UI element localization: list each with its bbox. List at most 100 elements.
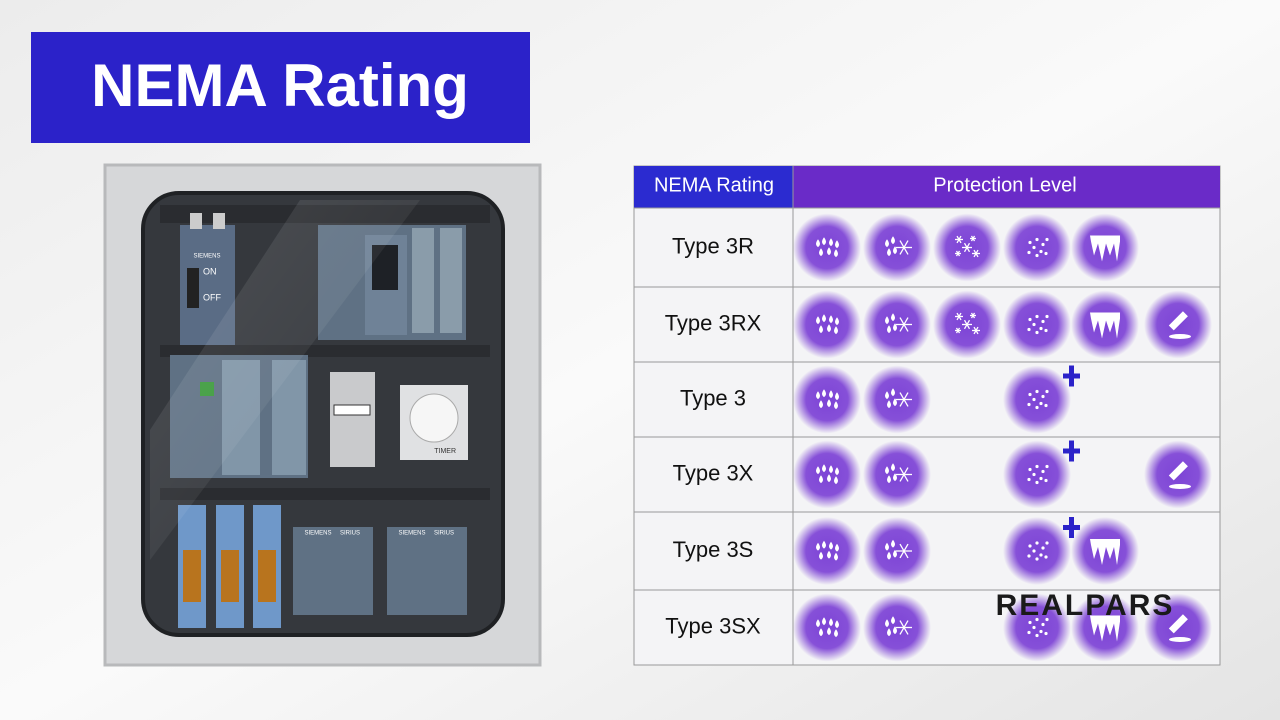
drop (827, 627, 831, 636)
dot (1045, 464, 1049, 469)
dot (1045, 389, 1049, 394)
protection-icon (1003, 517, 1080, 585)
drop (893, 398, 897, 407)
drop (829, 390, 833, 399)
spill (1169, 334, 1191, 339)
dot (1028, 392, 1032, 397)
drop (827, 474, 831, 483)
flake (963, 319, 971, 330)
protection-icon (1144, 290, 1212, 359)
tube (1168, 461, 1188, 481)
protection-icon (1071, 290, 1139, 359)
drop (819, 628, 823, 637)
drop (829, 238, 833, 247)
drop (885, 619, 889, 628)
icon-bg (1003, 440, 1071, 509)
drop (835, 392, 839, 401)
flake (956, 312, 962, 321)
dot (1039, 553, 1043, 557)
drop (893, 323, 897, 332)
drop (819, 248, 823, 257)
protection-icon (793, 290, 861, 359)
flake (970, 235, 976, 242)
dot (1027, 250, 1031, 255)
device-label: OFF (203, 292, 221, 302)
row-label: Type 3S (673, 537, 754, 562)
dot (1028, 620, 1032, 625)
dot (1041, 394, 1045, 399)
protection-icon (933, 290, 1001, 359)
drop (822, 540, 826, 549)
header-text: Protection Level (933, 174, 1076, 196)
flake (955, 327, 961, 334)
row-label: Type 3R (672, 233, 754, 258)
drop (887, 325, 891, 334)
drop (835, 620, 839, 629)
dot (1035, 464, 1039, 469)
drop (885, 466, 889, 475)
dot (1035, 237, 1039, 242)
drop (829, 618, 833, 627)
dot (1035, 480, 1039, 485)
drop (835, 467, 839, 476)
drop (893, 549, 897, 558)
icon-bg (793, 593, 861, 662)
protection-icon (1003, 213, 1071, 282)
drop (835, 240, 839, 249)
protection-icon (793, 365, 861, 434)
drop (822, 314, 826, 323)
protection-icon (863, 593, 931, 662)
protection-icon (793, 440, 861, 509)
drop (893, 246, 897, 255)
drop (834, 401, 838, 410)
device-label: SIEMENS (304, 531, 331, 537)
row-label: Type 3SX (665, 613, 761, 638)
device-label: SIEMENS (398, 531, 425, 537)
dot (1032, 397, 1036, 402)
drop (829, 465, 833, 474)
table: NEMA Rating Protection Level Type 3R Type… (633, 165, 1221, 666)
dot (1035, 389, 1039, 394)
spill (1169, 484, 1191, 489)
icon-bg (793, 517, 861, 585)
protection-icon (1003, 593, 1071, 662)
drop (835, 543, 839, 552)
tube (1168, 311, 1188, 331)
drop (893, 626, 897, 635)
protection-icon (1071, 593, 1139, 662)
drop (819, 325, 823, 334)
dot (1027, 402, 1031, 407)
row-label: Type 3 (680, 385, 746, 410)
dot (1035, 617, 1039, 622)
header-cell (793, 166, 1220, 208)
dot (1035, 557, 1039, 561)
dot (1041, 319, 1045, 324)
dot (1039, 326, 1043, 331)
flake (955, 250, 961, 257)
drop (816, 239, 820, 248)
protection-icon (1071, 517, 1139, 585)
drop (816, 619, 820, 628)
drop (827, 324, 831, 333)
drop (885, 239, 889, 248)
flake (899, 392, 909, 407)
dot (1032, 549, 1036, 553)
flake (973, 326, 979, 335)
drop (885, 542, 889, 551)
dot (1039, 401, 1043, 406)
drop (891, 388, 895, 397)
drop (887, 400, 891, 409)
drop (893, 473, 897, 482)
plus-sign (1063, 365, 1080, 387)
drop (822, 389, 826, 398)
row-label: Type 3X (673, 460, 754, 485)
protection-icon (933, 213, 1001, 282)
row-label: Type 3RX (665, 310, 762, 335)
watermark: REALPARS (996, 589, 1175, 622)
protection-icon (1071, 213, 1139, 282)
drop (887, 248, 891, 257)
drop (887, 475, 891, 484)
dot (1035, 541, 1039, 545)
dot (1041, 622, 1045, 627)
